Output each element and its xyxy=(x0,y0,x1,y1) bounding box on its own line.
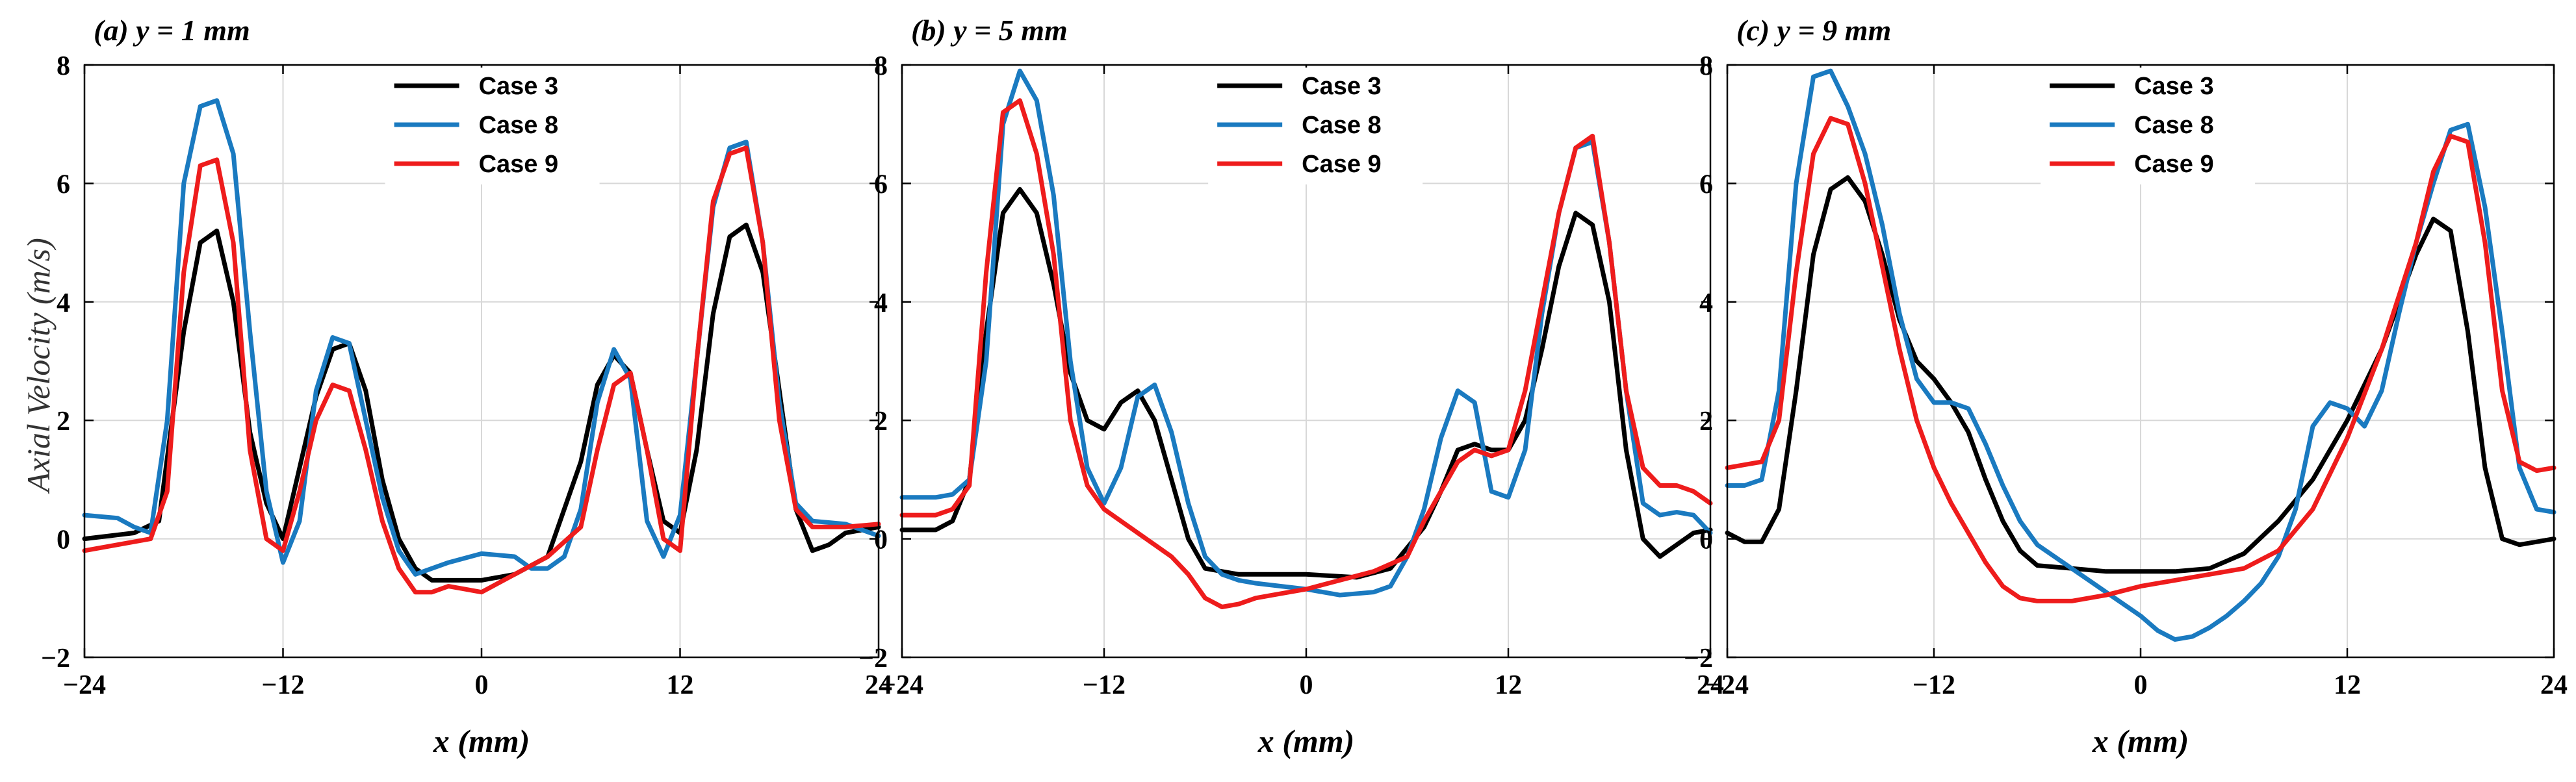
x-tick-label: 24 xyxy=(865,670,892,700)
legend: Case 3 Case 8 Case 9 xyxy=(2041,68,2256,184)
legend-label: Case 3 xyxy=(2134,73,2214,100)
x-tick-label: 12 xyxy=(1495,670,1522,700)
y-tick-label: −2 xyxy=(858,644,888,674)
legend-label: Case 3 xyxy=(479,73,559,100)
series-line-case-9 xyxy=(82,145,881,595)
x-axis-label: x (mm) xyxy=(1257,723,1355,759)
x-tick-label: −24 xyxy=(63,670,106,700)
y-tick-label: 4 xyxy=(1699,288,1713,318)
x-tick-label: −24 xyxy=(881,670,923,700)
legend: Case 3 Case 8 Case 9 xyxy=(385,68,600,184)
y-tick-label: 8 xyxy=(874,51,888,81)
x-tick-label: −12 xyxy=(1913,670,1955,700)
y-tick-label: 4 xyxy=(874,288,888,318)
legend-label: Case 8 xyxy=(479,112,559,139)
legend-label: Case 8 xyxy=(1302,112,1382,139)
chart-title: (c) y = 9 mm xyxy=(1736,14,1891,47)
x-tick-label: 0 xyxy=(1300,670,1313,700)
y-tick-label: 8 xyxy=(57,51,70,81)
x-tick-label: −12 xyxy=(1083,670,1126,700)
y-axis-label: Axial Velocity (m/s) xyxy=(20,238,57,494)
x-tick-label: 24 xyxy=(1697,670,1724,700)
legend-label: Case 3 xyxy=(1302,73,1382,100)
series-line-case-8 xyxy=(899,68,1713,598)
legend-label: Case 9 xyxy=(479,151,559,178)
y-tick-label: 6 xyxy=(874,170,888,199)
y-tick-label: 2 xyxy=(57,407,70,436)
y-tick-label: 8 xyxy=(1699,51,1713,81)
x-axis-label: x (mm) xyxy=(2092,723,2189,759)
legend: Case 3 Case 8 Case 9 xyxy=(1208,68,1423,184)
x-tick-label: −24 xyxy=(1706,670,1749,700)
y-tick-label: 4 xyxy=(57,288,70,318)
series-line-case-9 xyxy=(1725,116,2557,603)
x-tick-label: 12 xyxy=(667,670,694,700)
chart-title: (b) y = 5 mm xyxy=(911,14,1068,47)
chart-title: (a) y = 1 mm xyxy=(94,14,250,47)
y-tick-label: 6 xyxy=(57,170,70,199)
series-line-case-9 xyxy=(899,98,1713,609)
y-tick-label: −2 xyxy=(41,644,70,674)
x-axis-label: x (mm) xyxy=(433,723,530,759)
y-tick-label: 0 xyxy=(874,525,888,555)
x-tick-label: 12 xyxy=(2334,670,2361,700)
y-tick-label: 0 xyxy=(57,525,70,555)
y-tick-label: 2 xyxy=(874,407,888,436)
legend-label: Case 9 xyxy=(2134,151,2214,178)
y-tick-label: 2 xyxy=(1699,407,1713,436)
y-tick-label: 0 xyxy=(1699,525,1713,555)
y-tick-label: 6 xyxy=(1699,170,1713,199)
legend-label: Case 9 xyxy=(1302,151,1382,178)
x-tick-label: 0 xyxy=(475,670,489,700)
y-tick-label: −2 xyxy=(1684,644,1713,674)
legend-label: Case 8 xyxy=(2134,112,2214,139)
x-tick-label: 24 xyxy=(2540,670,2568,700)
series-line-case-3 xyxy=(899,187,1713,580)
x-tick-label: −12 xyxy=(262,670,305,700)
x-tick-label: 0 xyxy=(2134,670,2148,700)
